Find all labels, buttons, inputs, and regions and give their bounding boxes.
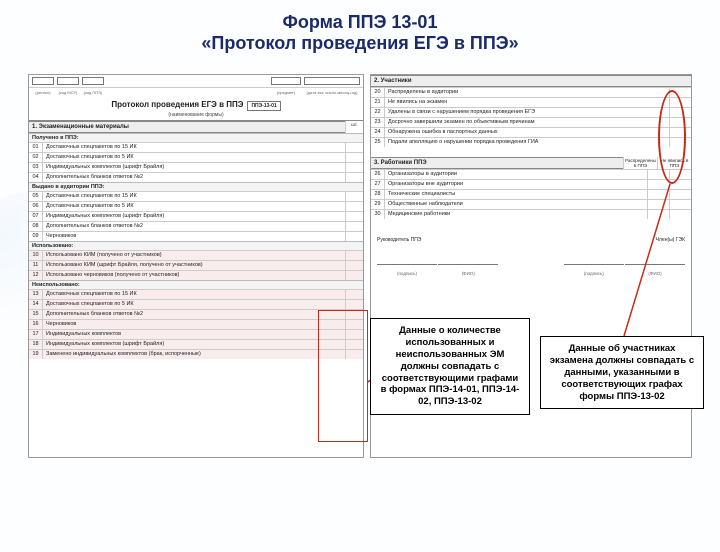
form-left-page: (регион) (код МСУ) (код ППЭ) (предмет) (… bbox=[28, 74, 364, 458]
callout-left: Данные о количестве использованных и неи… bbox=[370, 318, 530, 415]
slide-title: Форма ППЭ 13-01 «Протокол проведения ЕГЭ… bbox=[0, 12, 720, 54]
highlight-right-circle bbox=[658, 90, 686, 184]
highlight-left-data bbox=[318, 310, 368, 442]
callout-right: Данные об участниках экзамена должны сов… bbox=[540, 336, 704, 409]
